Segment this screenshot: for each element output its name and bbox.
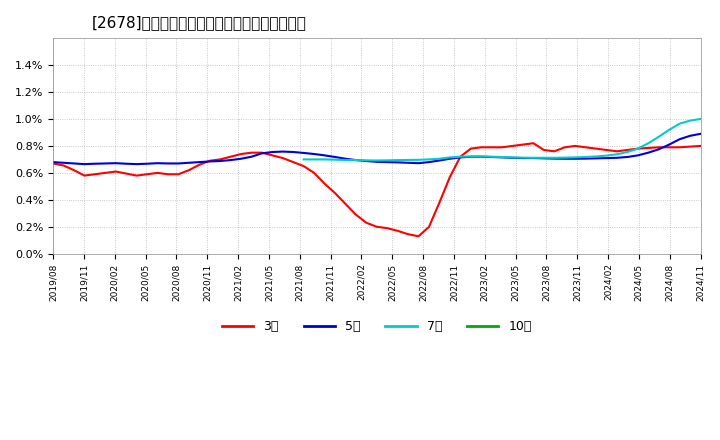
3年: [372, 224, 381, 229]
7年: [550, 155, 559, 161]
7年: [300, 157, 308, 162]
7年: [539, 155, 548, 161]
7年: [467, 154, 475, 159]
7年: [414, 157, 423, 162]
7年: [581, 154, 590, 160]
7年: [487, 154, 496, 159]
3年: [414, 234, 423, 239]
7年: [477, 154, 485, 159]
3年: [49, 161, 58, 166]
7年: [320, 157, 329, 162]
Text: [2678]　当期純利益マージンの標準偏差の推移: [2678] 当期純利益マージンの標準偏差の推移: [92, 15, 307, 30]
7年: [372, 158, 381, 163]
5年: [258, 151, 266, 156]
5年: [685, 133, 694, 139]
5年: [508, 155, 517, 161]
7年: [623, 149, 631, 154]
7年: [508, 155, 517, 160]
Line: 5年: 5年: [53, 134, 701, 164]
7年: [362, 158, 371, 163]
7年: [675, 121, 684, 126]
7年: [456, 154, 464, 159]
5年: [696, 131, 705, 136]
7年: [654, 134, 663, 139]
7年: [644, 141, 652, 146]
7年: [435, 156, 444, 161]
7年: [498, 154, 506, 160]
7年: [310, 157, 318, 162]
7年: [341, 158, 350, 163]
7年: [446, 155, 454, 160]
7年: [613, 152, 621, 157]
7年: [383, 158, 392, 163]
Line: 3年: 3年: [53, 143, 701, 236]
7年: [393, 158, 402, 163]
7年: [634, 146, 642, 151]
3年: [508, 143, 517, 149]
3年: [685, 144, 694, 149]
7年: [685, 118, 694, 123]
7年: [571, 155, 580, 160]
7年: [518, 155, 527, 160]
Line: 7年: 7年: [304, 119, 701, 161]
7年: [529, 155, 538, 161]
7年: [602, 153, 611, 158]
3年: [529, 141, 538, 146]
3年: [696, 143, 705, 149]
3年: [351, 212, 360, 217]
5年: [49, 159, 58, 165]
Legend: 3年, 5年, 7年, 10年: 3年, 5年, 7年, 10年: [217, 315, 536, 338]
5年: [383, 159, 392, 165]
7年: [665, 127, 673, 132]
5年: [80, 161, 89, 167]
7年: [592, 154, 600, 159]
7年: [330, 157, 339, 162]
3年: [226, 154, 235, 159]
7年: [696, 116, 705, 121]
3年: [247, 150, 256, 155]
7年: [560, 155, 569, 160]
7年: [351, 158, 360, 163]
7年: [404, 158, 413, 163]
7年: [425, 157, 433, 162]
5年: [362, 158, 371, 164]
5年: [237, 156, 246, 161]
